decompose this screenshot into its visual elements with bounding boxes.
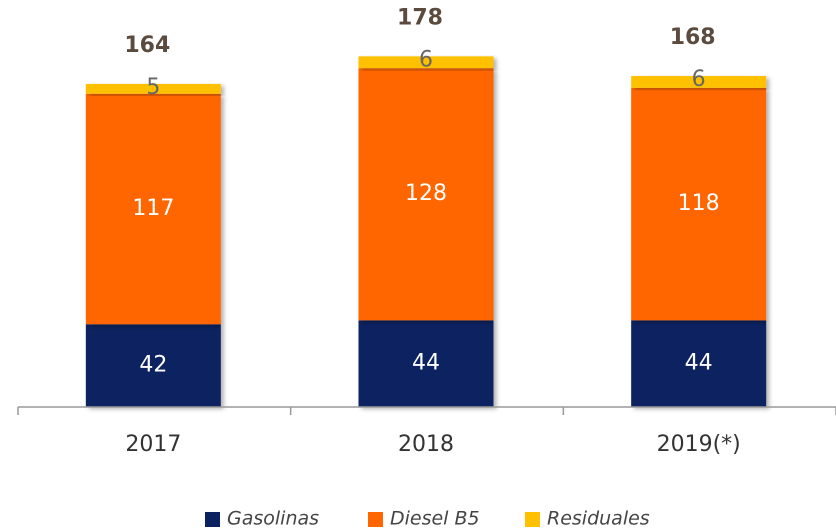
value-label: 44 [412,351,440,376]
total-label: 164 [124,33,170,58]
bar-segment [85,93,221,325]
bar-segment [631,320,767,407]
total-label: 178 [397,5,443,30]
value-label: 118 [678,191,720,216]
bar-segment [358,68,494,321]
bars [85,56,767,407]
total-label: 168 [670,25,716,50]
x-tick-label: 2017 [125,432,181,457]
x-tick-label: 2019(*) [657,432,741,457]
value-label: 5 [146,75,160,100]
value-label: 44 [685,351,713,376]
bar-segment [85,83,221,94]
value-label: 117 [132,196,174,221]
bar-segment [358,320,494,407]
bar-segment [631,87,767,321]
legend-swatch [525,512,540,527]
legend-swatch [368,512,383,527]
bar-segment [358,56,494,69]
value-label: 6 [419,47,433,72]
legend-swatch [205,512,220,527]
value-label: 42 [139,353,167,378]
legend-label: Gasolinas [227,508,319,529]
value-label: 6 [692,67,706,92]
legend-label: Diesel B5 [390,508,480,529]
x-tick-label: 2018 [398,432,454,457]
legend-label: Residuales [547,508,650,529]
bar-segment [85,324,221,407]
bar-segment [631,76,767,88]
value-label: 128 [405,181,447,206]
